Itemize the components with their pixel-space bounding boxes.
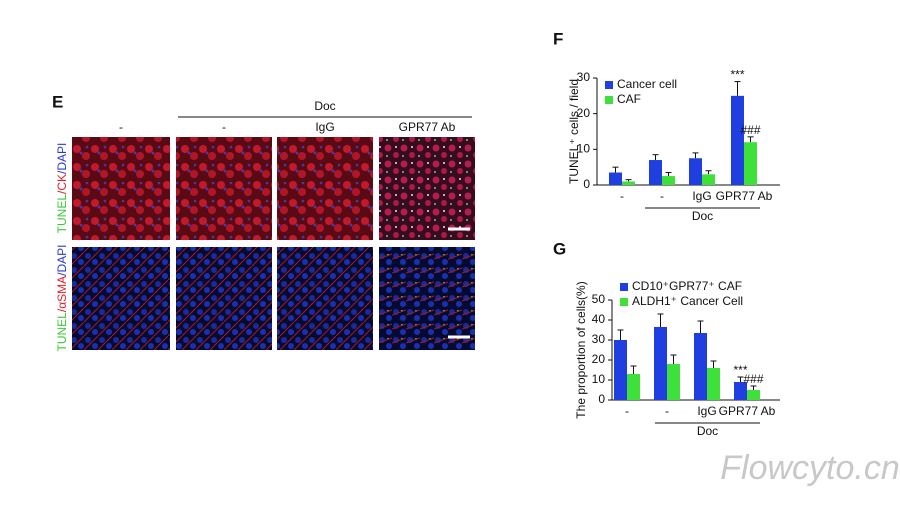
micrograph (176, 137, 272, 240)
bar (694, 333, 707, 400)
y-tick-label: 10 (577, 142, 591, 156)
legend-label: CAF (617, 92, 641, 106)
legend-swatch (605, 81, 613, 89)
y-tick-label: 10 (592, 372, 606, 386)
legend-label: Cancer cell (617, 77, 677, 91)
y-tick-label: 0 (583, 177, 590, 191)
y-tick-label: 50 (592, 292, 606, 306)
legend-label: ALDH1⁺ Cancer Cell (632, 294, 743, 308)
panel-label: E (52, 92, 63, 111)
significance-label: *** (730, 68, 744, 82)
micrograph (72, 137, 170, 240)
x-tick-label: - (625, 404, 629, 418)
column-label: - (119, 120, 123, 134)
column-label: - (222, 120, 226, 134)
bar (734, 382, 747, 400)
significance-label: ### (740, 123, 760, 137)
bar (649, 160, 662, 185)
row-label-part: /αSMA (55, 276, 69, 312)
row-label-part: /DAPI (55, 143, 69, 174)
legend-swatch (605, 96, 613, 104)
panel-label: G (553, 239, 566, 258)
micrograph (72, 247, 170, 350)
micrograph (379, 137, 475, 240)
bar (614, 340, 627, 400)
row-label-part: /CK (55, 174, 69, 194)
bar (654, 327, 667, 400)
y-axis-label: TUNEL⁺ cells / field (567, 79, 581, 184)
bar (744, 142, 757, 185)
bar (731, 95, 744, 185)
x-tick-label: GPR77 Ab (716, 189, 773, 203)
bar (707, 368, 720, 400)
legend-swatch (620, 298, 628, 306)
column-label: GPR77 Ab (399, 120, 456, 134)
y-tick-label: 30 (592, 332, 606, 346)
row-label-part: /DAPI (55, 245, 69, 276)
row-label-part: TUNEL (55, 194, 69, 234)
significance-label: *** (733, 363, 747, 377)
bar (622, 181, 635, 185)
bar (627, 374, 640, 400)
x-tick-label: IgG (692, 189, 711, 203)
bar (689, 158, 702, 185)
column-label: IgG (315, 120, 334, 134)
significance-label: ### (743, 372, 763, 386)
micrograph (176, 247, 272, 350)
bar (747, 390, 760, 400)
bar (702, 174, 715, 185)
legend-swatch (620, 283, 628, 291)
micrograph (379, 247, 475, 350)
bar (609, 172, 622, 185)
bar (662, 176, 675, 185)
y-tick-label: 20 (577, 106, 591, 120)
group-label: Doc (697, 424, 718, 438)
group-label: Doc (314, 99, 335, 113)
row-label: TUNEL/αSMA/DAPI (55, 245, 69, 352)
panel-label: F (553, 29, 563, 48)
x-tick-label: - (665, 404, 669, 418)
watermark: Flowcyto.cn (720, 449, 900, 487)
y-axis-label: The proportion of cells(%) (574, 281, 588, 418)
micrograph (277, 137, 373, 240)
micrograph (277, 247, 373, 350)
group-label: Doc (692, 209, 713, 223)
x-tick-label: IgG (697, 404, 716, 418)
y-tick-label: 20 (592, 352, 606, 366)
y-tick-label: 40 (592, 312, 606, 326)
bar (667, 364, 680, 400)
x-tick-label: GPR77 Ab (719, 404, 776, 418)
y-tick-label: 30 (577, 70, 591, 84)
y-tick-label: 0 (598, 392, 605, 406)
row-label: TUNEL/CK/DAPI (55, 143, 69, 234)
panel-e: E Doc (52, 92, 475, 350)
legend-label: CD10⁺GPR77⁺ CAF (632, 279, 742, 293)
x-tick-label: - (660, 189, 664, 203)
x-tick-label: - (620, 189, 624, 203)
row-label-part: TUNEL (55, 312, 69, 352)
